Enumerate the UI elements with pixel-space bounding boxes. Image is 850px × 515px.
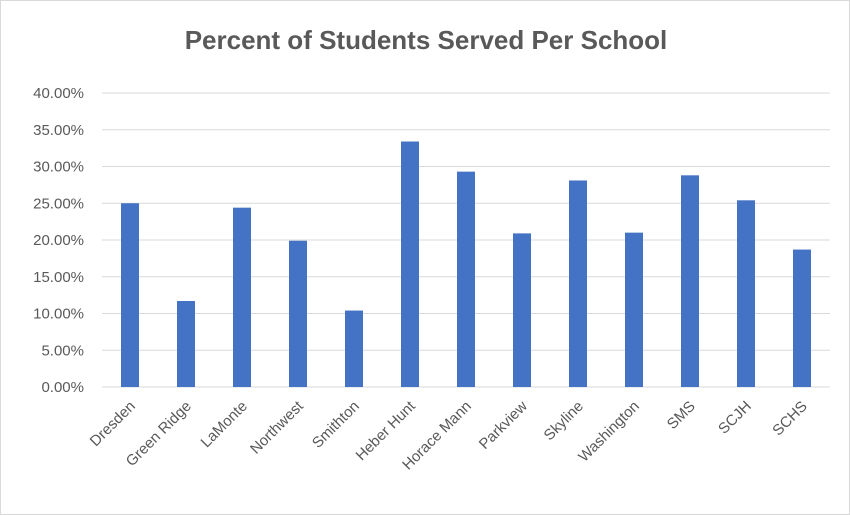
bar: [345, 310, 363, 387]
x-tick-label: Parkview: [476, 398, 531, 453]
chart-title: Percent of Students Served Per School: [184, 25, 668, 55]
y-tick-label: 5.00%: [41, 342, 84, 359]
bar: [177, 301, 195, 387]
y-axis: 0.00% 5.00% 10.00% 15.00% 20.00% 25.00% 30.00%…: [33, 85, 84, 396]
bar: [121, 203, 139, 387]
x-tick-label: SCJH: [715, 398, 755, 438]
x-tick-label: LaMonte: [198, 398, 251, 451]
y-tick-label: 30.00%: [33, 159, 84, 176]
x-tick-label: SCHS: [769, 398, 810, 439]
y-tick-label: 20.00%: [33, 232, 84, 249]
x-tick-label: SMS: [664, 398, 699, 433]
bar: [681, 175, 699, 387]
bar: [401, 141, 419, 387]
y-tick-label: 0.00%: [41, 379, 84, 396]
y-tick-label: 15.00%: [33, 269, 84, 286]
bar: [569, 180, 587, 387]
bar: [513, 233, 531, 387]
bar: [737, 200, 755, 387]
x-tick-label: Dresden: [87, 398, 139, 450]
bar: [793, 249, 811, 387]
bars: [121, 141, 811, 387]
bar: [457, 171, 475, 387]
x-tick-label: Washington: [575, 398, 643, 466]
bar: [289, 240, 307, 387]
bar: [233, 207, 251, 387]
y-tick-label: 25.00%: [33, 195, 84, 212]
x-tick-label: Northwest: [247, 397, 307, 457]
bar: [625, 232, 643, 387]
x-tick-label: Skyline: [541, 398, 587, 444]
y-tick-label: 10.00%: [33, 306, 84, 323]
y-tick-label: 35.00%: [33, 122, 84, 139]
y-tick-label: 40.00%: [33, 85, 84, 102]
x-tick-label: Smithton: [309, 398, 363, 452]
